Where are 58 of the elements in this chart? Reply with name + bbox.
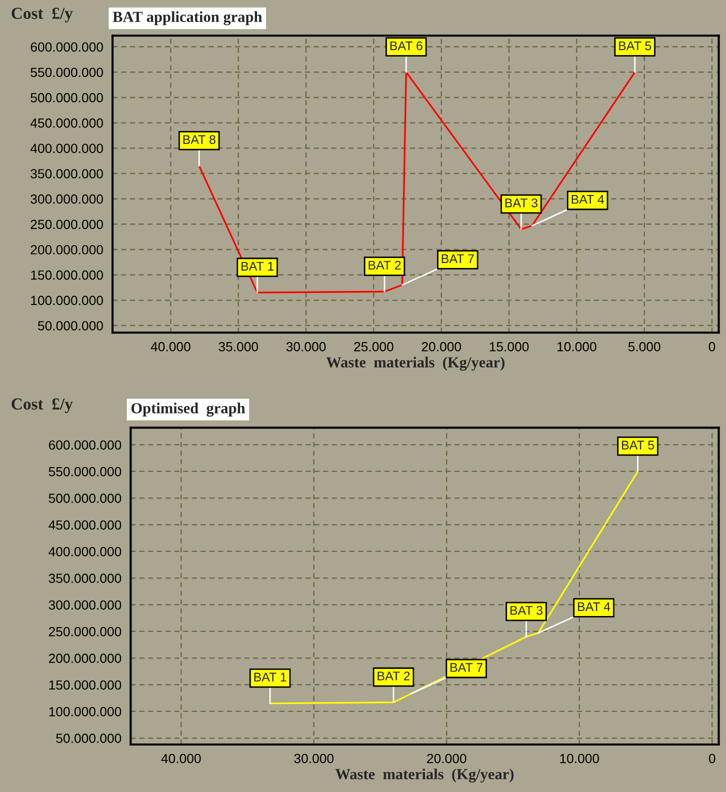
y-axis-title: Cost £/y (12, 398, 73, 414)
annotation: BAT 4 (578, 602, 610, 611)
y-tick-label: 400.000.000 (30, 144, 103, 154)
annotation: BAT 1 (242, 262, 274, 271)
annotation: BAT 3 (505, 198, 538, 208)
y-tick-label: 200.000.000 (30, 245, 103, 254)
y-tick-label: 100.000.000 (49, 706, 122, 716)
y-tick-label: 350.000.000 (30, 169, 103, 178)
x-tick-label: 20.000 (422, 342, 462, 352)
y-tick-label: 550.000.000 (30, 68, 103, 78)
x-axis-title: Waste materials (Kg/year) (326, 356, 504, 371)
annotation: BAT 6 (390, 41, 422, 50)
y-tick-label: 250.000.000 (30, 220, 103, 230)
x-tick-label: 10.000 (560, 754, 600, 764)
x-tick-label: 40.000 (150, 342, 190, 352)
y-tick-label: 50.000.000 (56, 734, 122, 743)
y-axis-title: Cost £/y (12, 8, 73, 22)
y-tick-label: 200.000.000 (48, 654, 122, 663)
x-tick-label: 40.000 (161, 754, 201, 764)
y-tick-label: 600.000.000 (48, 440, 122, 450)
annotation: BAT 2 (368, 260, 401, 270)
x-tick-label: 0 (708, 342, 716, 352)
y-tick-label: 550.000.000 (48, 466, 122, 476)
annotation: BAT 7 (450, 663, 482, 672)
annotation: BAT 5 (619, 41, 652, 50)
x-axis-title: Waste materials (Kg/year) (335, 768, 514, 783)
y-tick-label: 250.000.000 (48, 626, 122, 636)
y-tick-label: 100.000.000 (31, 296, 103, 306)
x-tick-label: 30.000 (286, 342, 326, 352)
x-tick-label: 10.000 (557, 342, 596, 352)
x-tick-label: 5.000 (628, 342, 660, 352)
x-tick-label: 35.000 (218, 342, 258, 352)
annotation: BAT 2 (378, 672, 410, 680)
y-tick-label: 150.000.000 (31, 270, 103, 280)
annotation: BAT 5 (622, 440, 654, 450)
chart-title: BAT application graph (112, 11, 262, 26)
x-tick-label: 15.000 (490, 342, 529, 352)
y-tick-label: 500.000.000 (48, 494, 122, 503)
y-tick-label: 450.000.000 (48, 520, 122, 530)
x-tick-label: 25.000 (354, 342, 394, 352)
annotation: BAT 1 (254, 672, 286, 682)
y-tick-label: 450.000.000 (30, 118, 103, 128)
y-tick-label: 350.000.000 (48, 574, 122, 583)
annotation: BAT 8 (183, 135, 216, 144)
x-tick-label: 0 (708, 754, 716, 764)
annotation: BAT 7 (442, 254, 474, 263)
x-tick-label: 20.000 (427, 754, 466, 764)
y-tick-label: 150.000.000 (49, 680, 122, 690)
y-tick-label: 300.000.000 (30, 194, 103, 204)
y-tick-label: 500.000.000 (30, 93, 103, 102)
x-tick-label: 30.000 (294, 754, 334, 764)
y-tick-label: 50.000.000 (38, 321, 103, 330)
annotation: BAT 4 (572, 195, 604, 204)
y-tick-label: 300.000.000 (48, 600, 122, 610)
y-tick-label: 400.000.000 (48, 546, 122, 556)
annotation: BAT 3 (510, 606, 543, 615)
chart-title: Optimised graph (131, 402, 246, 417)
y-tick-label: 600.000.000 (30, 42, 103, 52)
